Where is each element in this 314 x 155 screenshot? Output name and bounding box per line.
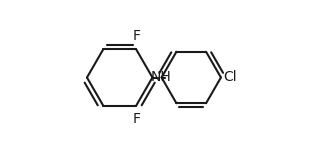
Text: F: F (133, 112, 141, 126)
Text: F: F (133, 29, 141, 43)
Text: Cl: Cl (223, 71, 236, 84)
Text: NH: NH (151, 71, 172, 84)
